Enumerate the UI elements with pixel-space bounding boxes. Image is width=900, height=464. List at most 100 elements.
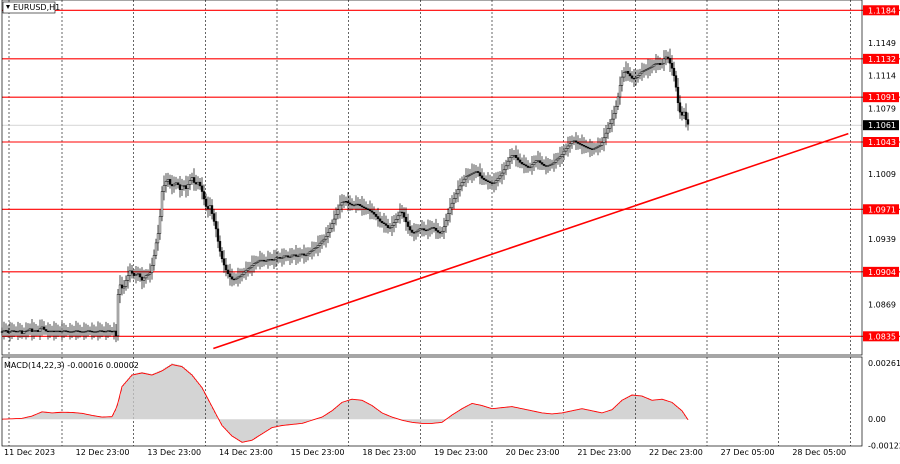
candle-body xyxy=(146,273,150,276)
candle-body xyxy=(200,185,204,192)
candle-body xyxy=(604,132,608,139)
candle-body xyxy=(344,201,348,203)
candle-body xyxy=(580,144,584,146)
candle-body xyxy=(202,191,206,200)
candle-body xyxy=(418,228,422,231)
candle-body xyxy=(400,211,404,214)
x-tick-label: 15 Dec 23:00 xyxy=(291,448,345,457)
candle-body xyxy=(20,330,24,334)
trendline-group[interactable] xyxy=(213,132,849,350)
price-tick-label: 1.0904 xyxy=(868,268,896,277)
candle-body xyxy=(340,202,344,206)
candle-body xyxy=(74,330,78,332)
candle-body xyxy=(130,270,134,274)
candle-body xyxy=(564,148,568,152)
candle-body xyxy=(140,276,144,281)
candle-body xyxy=(366,208,370,210)
candle-body xyxy=(378,218,382,222)
candle-body xyxy=(420,228,424,230)
candle-body xyxy=(218,241,222,252)
candle-body xyxy=(628,73,632,77)
candle-body xyxy=(350,203,354,206)
candle-body xyxy=(214,221,218,230)
candle-body xyxy=(554,159,558,163)
candle-body xyxy=(600,142,604,146)
candle-body xyxy=(238,275,242,278)
candle-body xyxy=(24,330,28,333)
candle-body xyxy=(504,165,508,171)
candle-body xyxy=(174,182,178,185)
candle-body xyxy=(528,166,532,169)
candle-body xyxy=(136,273,140,275)
candle-body xyxy=(482,177,486,180)
candle-body xyxy=(532,162,536,165)
candle-body xyxy=(388,227,392,229)
candle-body xyxy=(674,75,678,88)
dropdown-triangle-icon xyxy=(6,5,10,9)
candle-body xyxy=(500,172,504,177)
candle-body xyxy=(182,185,186,187)
candle-body xyxy=(312,248,316,251)
candle-body xyxy=(36,330,40,332)
macd-signal-line xyxy=(1,364,689,443)
candle-body xyxy=(288,256,292,258)
candle-body xyxy=(514,155,518,158)
candle-body xyxy=(622,72,626,78)
candle-body xyxy=(232,278,236,281)
candle-body xyxy=(84,330,88,333)
candle-body xyxy=(616,96,620,107)
candle-body xyxy=(606,128,610,134)
price-tick-label: 1.0869 xyxy=(868,301,896,310)
candle-body xyxy=(112,330,116,333)
candle-body xyxy=(56,330,60,333)
candle-body xyxy=(44,329,48,332)
candle-body xyxy=(66,330,70,333)
candle-body xyxy=(120,284,124,289)
candle-body xyxy=(118,284,122,295)
candle-body xyxy=(638,72,642,76)
symbol-title-box[interactable]: EURUSD,H1 xyxy=(2,1,60,14)
price-tick-label: 1.0939 xyxy=(868,235,896,244)
candle-body xyxy=(166,179,170,182)
candle-body xyxy=(124,280,128,287)
candle-body xyxy=(524,164,528,167)
candle-body xyxy=(206,206,210,209)
candle-body xyxy=(650,65,654,68)
candle-body xyxy=(380,220,384,224)
candle-body xyxy=(474,171,478,173)
candle-body xyxy=(26,329,30,332)
price-series xyxy=(0,48,690,343)
candle-body xyxy=(508,157,512,162)
candle-body xyxy=(624,70,628,73)
candle-body xyxy=(430,227,434,229)
price-tick-label: 1.1184 xyxy=(868,6,896,15)
candle-body xyxy=(110,330,114,333)
candle-body xyxy=(306,252,310,256)
candle-body xyxy=(164,180,168,186)
candle-body xyxy=(40,326,44,330)
candle-body xyxy=(342,201,346,203)
price-tick-label: 1.1132 xyxy=(868,55,896,64)
candle-body xyxy=(394,219,398,223)
candle-body xyxy=(42,326,46,330)
candle-body xyxy=(280,257,284,259)
level-badge xyxy=(863,331,899,342)
x-tick-label: 18 Dec 23:00 xyxy=(362,448,416,457)
candle-body xyxy=(128,270,132,276)
candle-body xyxy=(498,175,502,179)
candle-body xyxy=(180,185,184,190)
candle-body xyxy=(438,231,442,234)
candle-body xyxy=(222,258,226,266)
candle-body xyxy=(334,214,338,220)
candle-body xyxy=(562,150,566,155)
candle-body xyxy=(536,160,540,162)
candle-body xyxy=(490,182,494,184)
candle-body xyxy=(82,331,86,333)
candle-body xyxy=(520,162,524,165)
trendline[interactable] xyxy=(213,132,849,350)
candle-body xyxy=(308,251,312,254)
candle-body xyxy=(336,209,340,215)
candle-body xyxy=(676,86,680,104)
candle-body xyxy=(106,330,110,332)
